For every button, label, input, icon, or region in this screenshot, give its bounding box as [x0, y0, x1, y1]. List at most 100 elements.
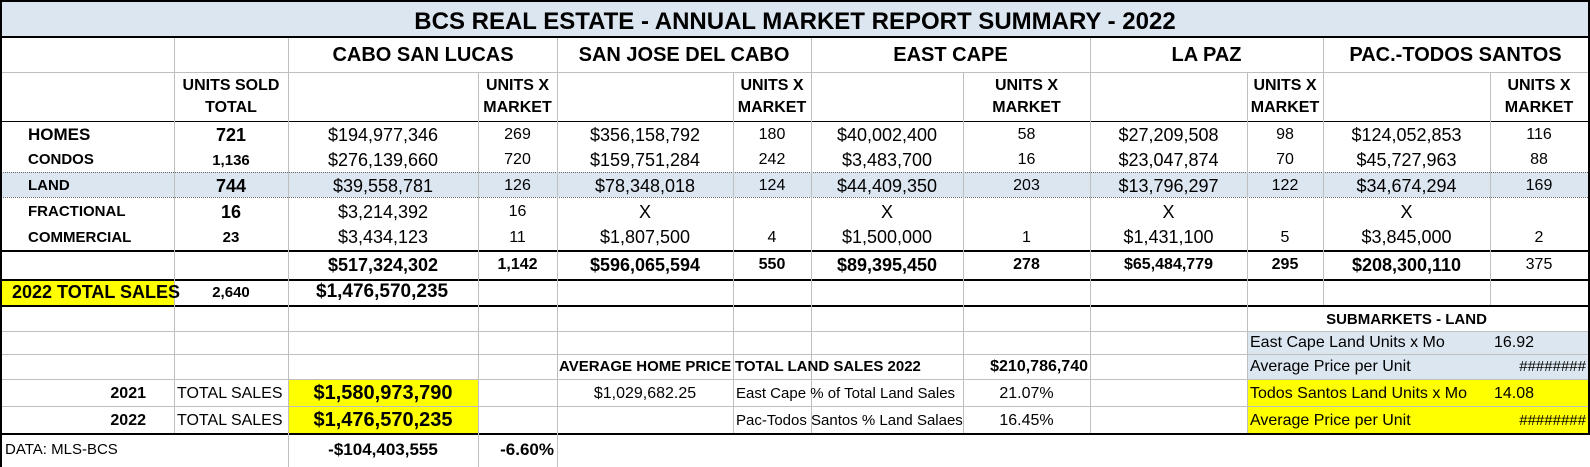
header-line: MARKET [1250, 99, 1320, 116]
grid-line [1247, 72, 1248, 433]
land-value-cabo: $39,558,781 [332, 177, 434, 195]
units-x-market-header: UNITS X MARKET [478, 75, 557, 121]
header-line: UNITS X [994, 77, 1059, 94]
condos-units-cabo: 720 [504, 152, 531, 168]
grid-line [963, 72, 964, 433]
condos-value-san-jose: $159,751,284 [589, 151, 701, 169]
land-value-todos-santos: $34,674,294 [1356, 177, 1457, 195]
grid-line [557, 38, 558, 467]
market-header-la-paz: LA PAZ [1171, 45, 1242, 65]
header-line: UNITS X [740, 77, 804, 94]
land-value-east-cape: $44,409,350 [836, 177, 938, 195]
homes-value-san-jose: $356,158,792 [589, 126, 701, 144]
land-units-san-jose: 124 [758, 178, 786, 194]
total-value-la-paz: $65,484,779 [1124, 257, 1213, 273]
fractional-value-todos-santos: X [1400, 203, 1413, 221]
grid-line [0, 279, 1590, 281]
todos-santos-land-units-value: 14.08 [1494, 386, 1535, 402]
homes-units-todos-santos: 116 [1526, 127, 1552, 143]
header-line: TOTAL [205, 99, 257, 116]
total-value-east-cape: $89,395,450 [836, 256, 938, 274]
grid-line [0, 121, 1590, 122]
commercial-units-cabo: 11 [509, 230, 526, 246]
header-line: UNITS X [1507, 77, 1571, 94]
grid-line [1490, 72, 1491, 305]
east-cape-avg-price-value: ######## [1519, 359, 1586, 374]
total-value-todos-santos: $208,300,110 [1351, 256, 1462, 274]
condos-value-east-cape: $3,483,700 [841, 151, 933, 169]
todos-santos-land-units-label: Todos Santos Land Units x Mo [1250, 386, 1468, 402]
market-header-san-jose: SAN JOSE DEL CABO [578, 45, 790, 65]
header-line: UNITS SOLD [182, 77, 280, 94]
homes-value-east-cape: $40,002,400 [836, 126, 938, 144]
fractional-value-east-cape: X [880, 203, 893, 221]
fractional-total-units: 16 [220, 203, 242, 221]
grid-line [288, 38, 289, 467]
grid-line [0, 172, 1590, 173]
condos-value-cabo: $276,139,660 [327, 151, 439, 169]
year-2022-label: 2022 [110, 413, 146, 429]
commercial-units-san-jose: 4 [767, 230, 777, 246]
land-units-la-paz: 122 [1271, 178, 1299, 194]
homes-value-la-paz: $27,209,508 [1118, 126, 1219, 144]
fractional-value-la-paz: X [1162, 203, 1175, 221]
homes-units-cabo: 269 [504, 127, 531, 143]
yearly-difference-percent: -6.60% [500, 441, 554, 458]
market-header-cabo: CABO SAN LUCAS [332, 45, 514, 65]
total-value-cabo: $517,324,302 [327, 256, 439, 274]
east-cape-land-pct-value: 21.07% [999, 386, 1054, 402]
grid-line [811, 38, 812, 433]
commercial-value-cabo: $3,434,123 [337, 228, 429, 246]
header-line: MARKET [483, 99, 552, 116]
grid-line [1588, 38, 1590, 433]
year-2022-total-sales-label: TOTAL SALES [177, 413, 283, 429]
total-sales-2022-units: 2,640 [212, 285, 250, 300]
condos-total-units: 1,136 [212, 153, 250, 168]
grid-line [0, 379, 1590, 380]
header-line: MARKET [737, 99, 807, 116]
condos-units-todos-santos: 88 [1530, 152, 1548, 168]
grid-line [174, 38, 175, 433]
header-line: MARKET [1504, 99, 1574, 116]
units-sold-total-header: UNITS SOLD TOTAL [174, 75, 288, 121]
homes-value-todos-santos: $124,052,853 [1351, 126, 1462, 144]
land-row-band [0, 172, 1590, 197]
land-value-la-paz: $13,796,297 [1118, 177, 1219, 195]
grid-line [0, 197, 1590, 198]
east-cape-avg-price-label: Average Price per Unit [1250, 359, 1411, 375]
land-units-east-cape: 203 [1013, 178, 1040, 194]
total-units-todos-santos: 375 [1525, 257, 1553, 273]
east-cape-land-units-value: 16.92 [1494, 335, 1535, 351]
total-units-cabo: 1,142 [497, 257, 538, 273]
land-total-units: 744 [215, 177, 247, 195]
homes-value-cabo: $194,977,346 [327, 126, 439, 144]
row-label-condos: CONDOS [28, 152, 94, 167]
fractional-value-cabo: $3,214,392 [337, 203, 429, 221]
total-sales-2022-label: 2022 TOTAL SALES [12, 283, 181, 301]
total-land-sales-value: $210,786,740 [990, 359, 1088, 375]
units-x-market-header: UNITS X MARKET [1247, 75, 1323, 121]
header-line: MARKET [992, 99, 1061, 116]
grid-line [478, 72, 479, 467]
grid-line [0, 72, 1590, 73]
units-x-market-header: UNITS X MARKET [963, 75, 1090, 121]
land-value-san-jose: $78,348,018 [594, 177, 696, 195]
total-land-sales-label: TOTAL LAND SALES 2022 [735, 359, 921, 374]
average-home-price-value: $1,029,682.25 [593, 386, 697, 402]
year-2021-total-sales-amount: $1,580,973,790 [313, 383, 453, 403]
year-2021-total-sales-label: TOTAL SALES [177, 386, 283, 402]
report-title: BCS REAL ESTATE - ANNUAL MARKET REPORT S… [0, 0, 1590, 38]
east-cape-land-units-label: East Cape Land Units x Mo [1250, 335, 1445, 351]
grid-line [1090, 38, 1091, 433]
row-label-commercial: COMMERCIAL [28, 230, 132, 245]
total-value-san-jose: $596,065,594 [589, 256, 701, 274]
land-units-todos-santos: 169 [1525, 178, 1553, 194]
east-cape-submarket-band [1247, 331, 1590, 379]
market-header-todos-santos: PAC.-TODOS SANTOS [1349, 45, 1562, 65]
homes-units-la-paz: 98 [1276, 127, 1294, 143]
land-units-cabo: 126 [504, 178, 531, 194]
condos-value-todos-santos: $45,727,963 [1356, 151, 1457, 169]
total-units-san-jose: 550 [758, 257, 786, 273]
grid-line [0, 433, 1590, 435]
